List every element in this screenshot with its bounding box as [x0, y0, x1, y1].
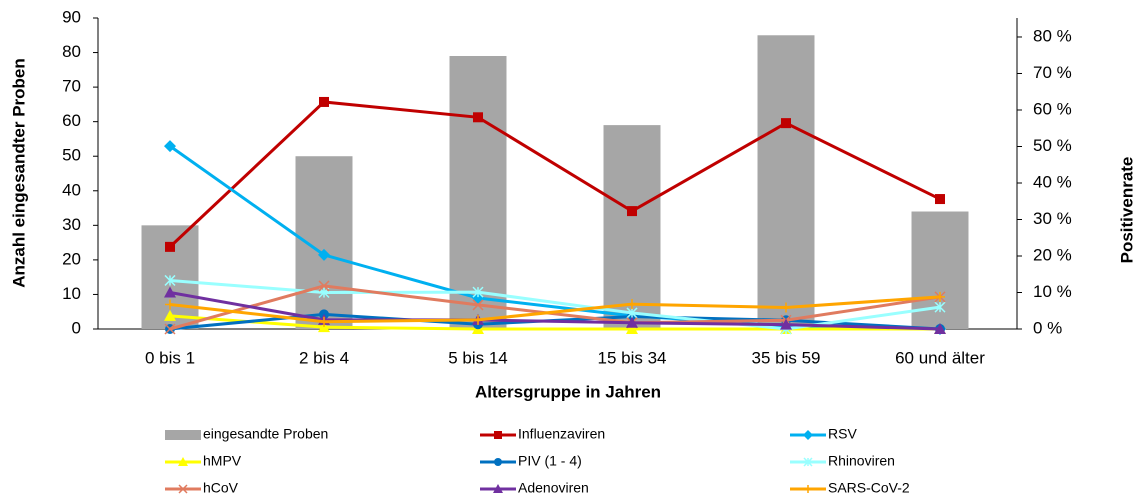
- marker: [934, 301, 946, 313]
- marker: [494, 431, 502, 439]
- marker: [781, 118, 791, 129]
- marker: [934, 323, 946, 334]
- y-tick-label: 60: [62, 111, 81, 130]
- marker: [804, 485, 812, 493]
- marker: [472, 299, 484, 311]
- legend-label: eingesandte Proben: [203, 426, 328, 442]
- marker: [472, 286, 484, 298]
- y-tick-label: 10: [62, 284, 81, 303]
- legend-label: SARS-CoV-2: [828, 480, 910, 496]
- y-tick-label: 80: [62, 42, 81, 61]
- marker: [318, 280, 330, 292]
- marker: [493, 484, 503, 493]
- y-tick-label: 0: [72, 318, 81, 337]
- x-tick-label: 2 bis 4: [299, 348, 349, 367]
- marker: [164, 274, 176, 286]
- legend-label: hMPV: [203, 453, 242, 469]
- x-tick-label: 0 bis 1: [145, 348, 195, 367]
- y-tick-label: 40: [62, 180, 81, 199]
- x-axis-title: Altersgruppe in Jahren: [475, 382, 661, 401]
- marker: [319, 96, 329, 107]
- marker: [626, 307, 638, 319]
- y-tick-label: 90: [62, 7, 81, 26]
- marker: [935, 291, 945, 302]
- y2-tick-label: 70 %: [1033, 63, 1072, 82]
- marker: [473, 112, 483, 123]
- marker: [935, 194, 945, 205]
- legend-label: Influenzaviren: [518, 426, 605, 442]
- line: [168, 100, 941, 248]
- marker: [319, 316, 329, 327]
- marker: [626, 316, 638, 328]
- marker: [164, 323, 176, 335]
- legend-swatch: [165, 430, 201, 440]
- legend-label: hCoV: [203, 480, 239, 496]
- marker: [164, 140, 176, 153]
- y-tick-label: 30: [62, 215, 81, 234]
- y2-tick-label: 30 %: [1033, 209, 1072, 228]
- marker: [178, 457, 188, 466]
- x-tick-label: 35 bis 59: [752, 348, 821, 367]
- bar: [757, 35, 815, 330]
- marker: [178, 484, 188, 494]
- marker: [164, 309, 176, 321]
- y-axis-title: Anzahl eingesandter Proben: [9, 58, 28, 288]
- marker: [803, 430, 813, 440]
- marker: [627, 299, 637, 310]
- legend-label: RSV: [828, 426, 857, 442]
- legend-label: PIV (1 - 4): [518, 453, 582, 469]
- marker: [803, 457, 813, 467]
- line: [169, 284, 941, 331]
- marker: [318, 248, 330, 261]
- marker: [627, 206, 637, 217]
- y2-axis-title: Positivenrate: [1117, 157, 1136, 264]
- y2-tick-label: 50 %: [1033, 136, 1072, 155]
- y2-tick-label: 60 %: [1033, 99, 1072, 118]
- y-tick-label: 50: [62, 146, 81, 165]
- legend-label: Rhinoviren: [828, 453, 895, 469]
- line: [169, 314, 940, 331]
- marker: [165, 299, 175, 310]
- x-tick-label: 15 bis 34: [598, 348, 667, 367]
- bar: [449, 56, 507, 330]
- y2-tick-label: 0 %: [1033, 318, 1062, 337]
- y-tick-label: 70: [62, 77, 81, 96]
- y2-tick-label: 40 %: [1033, 172, 1072, 191]
- legend-label: Adenoviren: [518, 480, 589, 496]
- x-tick-label: 60 und älter: [895, 348, 985, 367]
- marker: [626, 323, 638, 334]
- y2-tick-label: 20 %: [1033, 245, 1072, 264]
- x-tick-label: 5 bis 14: [448, 348, 508, 367]
- y2-tick-label: 80 %: [1033, 26, 1072, 45]
- marker: [473, 314, 483, 325]
- y-tick-label: 20: [62, 249, 81, 268]
- line: [169, 295, 941, 324]
- bar: [603, 125, 661, 329]
- line: [169, 291, 941, 331]
- marker: [164, 286, 176, 298]
- marker: [165, 241, 175, 252]
- marker: [781, 302, 791, 313]
- marker: [494, 458, 502, 466]
- y2-tick-label: 10 %: [1033, 282, 1072, 301]
- marker: [780, 318, 792, 330]
